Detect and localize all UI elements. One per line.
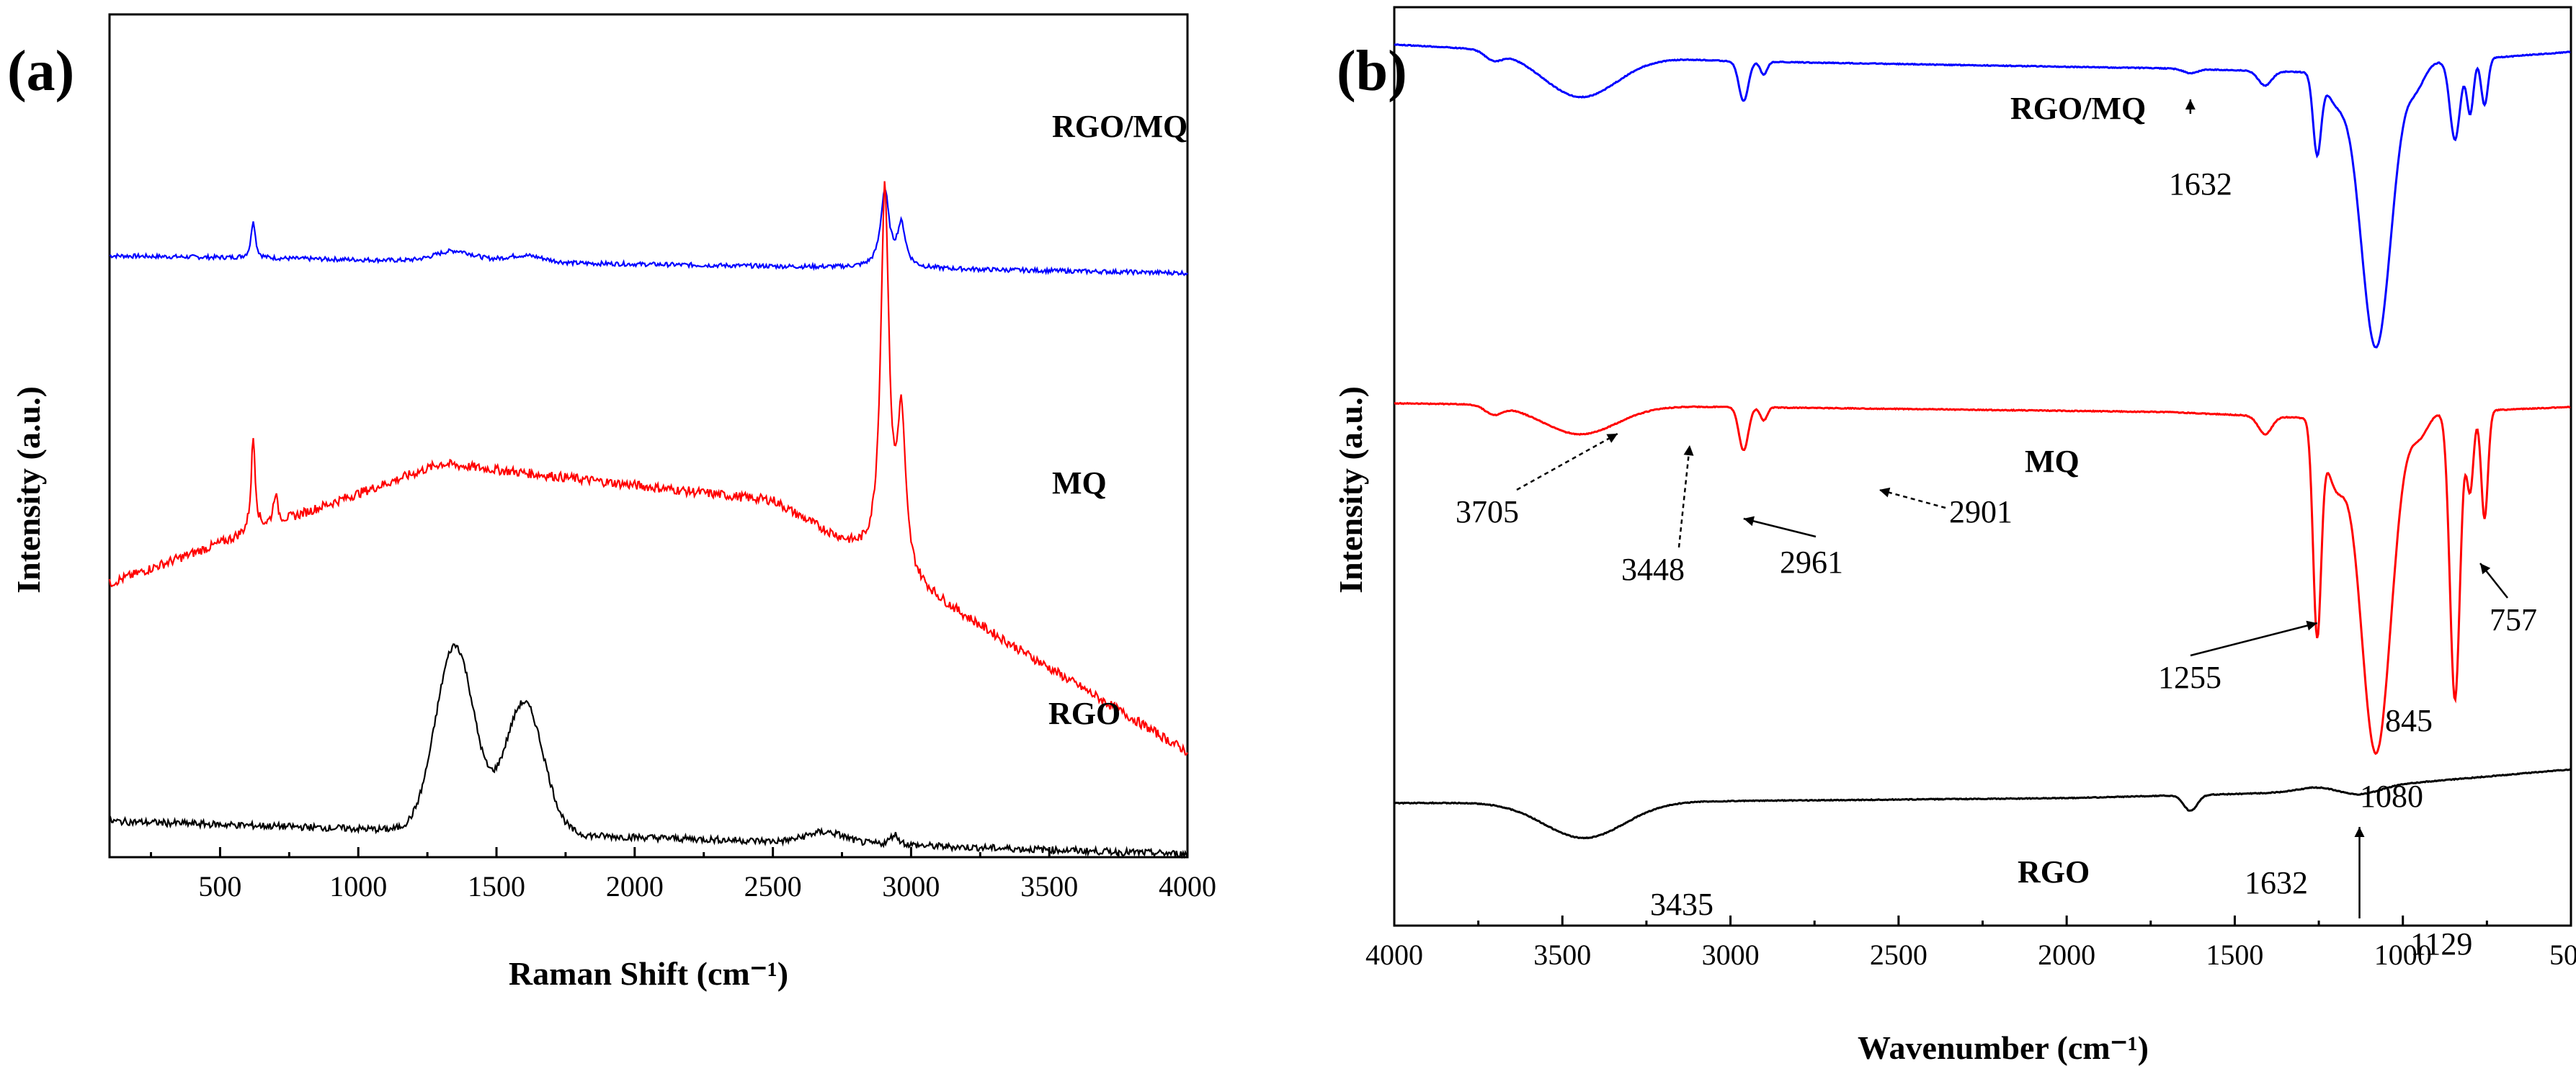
panel-a-x-tick-label: 2500 [744,870,802,903]
panel-b-peak-label: 845 [2385,703,2433,738]
panel-b-annotation-arrowhead [2354,827,2365,837]
panel-a-series-label: RGO [1048,696,1120,731]
panel-b-series-label: MQ [2025,444,2080,479]
panel-a-x-tick-label: 1500 [468,870,525,903]
panel-b-annotation-arrow [1878,488,1946,509]
panel-a-axes: 500 1000 1500 2000 2500 3000 3500 4000 [108,13,1216,903]
panel-a-series-line-rgo-mq [109,187,1188,277]
panel-b-annotation-arrowhead [1606,434,1618,443]
panel-b-peak-label: 2961 [1780,545,1843,580]
panel-a-x-tick-label: 3500 [1020,870,1078,903]
panel-b-x-tick-label: 4000 [1365,939,1423,971]
panel-b-series-label: RGO/MQ [2010,91,2146,126]
panel-b-x-tick-label: 2500 [1870,939,1927,971]
panel-b-label: (b) [1337,40,1407,103]
panel-b-annotation-arrow [1743,517,1817,538]
panel-a-label: (a) [7,40,74,103]
panel-b-axes: 4000 3500 3000 2500 2000 1500 1000 500 [1365,6,2576,971]
panel-a-x-tick-label: 4000 [1159,870,1216,903]
panel-b-x-tick-label: 500 [2549,939,2576,971]
panel-a-series-line-mq [108,181,1188,756]
panel-a-series [108,181,1188,859]
panel-b-series-line-rgo-mq [1394,43,2571,349]
panel-a-x-tick-label: 1000 [329,870,387,903]
panel-b-peak-label: 2901 [1949,494,2013,529]
panel-b-annotation-arrow [2190,622,2318,657]
panel-b-peak-label: 1080 [2360,779,2423,814]
panel-a-frame [108,13,1189,859]
panel-a-series-label: RGO/MQ [1052,109,1187,144]
panel-b-series [1394,43,2571,840]
panel-b-annotations: 1632 3705 3448 2961 2901 1255 1080 845 757 3435 16… [1456,99,2537,962]
panel-b-x-tick-label: 3000 [1702,939,1760,971]
panel-b-peak-label: 1129 [2410,926,2472,962]
panel-b-series-labels: RGO/MQ MQ RGO [2010,91,2146,890]
panel-a-x-axis-title: Raman Shift (cm⁻¹) [509,955,788,992]
panel-b-y-axis-title: Intensity (a.u.) [1332,386,1369,594]
panel-a-x-tick-label: 500 [198,870,241,903]
panel-b-annotation-arrow [1677,444,1691,548]
panel-b-peak-label: 757 [2490,602,2537,637]
panel-b-annotation-arrow [1516,432,1618,491]
panel-b-x-axis-title: Wavenumber (cm⁻¹) [1858,1029,2149,1066]
panel-b-x-tick-label: 3500 [1533,939,1591,971]
panel-a: (a) 500 1000 1500 2000 2500 3000 3500 4000 RGO/… [7,13,1216,992]
panel-b-annotation-arrowhead [1743,516,1755,527]
panel-b-x-tick-label: 2000 [2038,939,2095,971]
panel-b-annotation-arrowhead [1683,445,1694,456]
panel-b-x-tick-label: 1000 [2374,939,2432,971]
panel-a-x-tick-label: 3000 [882,870,940,903]
panel-b: (b) 4000 3500 3000 2500 2000 1500 1000 500 RGO/… [1332,6,2576,1066]
panel-b-peak-label: 3448 [1621,552,1685,587]
panel-b-series-label: RGO [2018,854,2090,890]
panel-b-annotation-arrowhead [2185,99,2196,109]
panel-a-series-line-rgo [109,643,1188,859]
panel-b-series-line-rgo [1394,768,2571,840]
panel-a-series-labels: RGO/MQ MQ RGO [1048,109,1187,731]
panel-b-series-line-mq [1394,401,2571,756]
panel-a-x-tick-label: 2000 [606,870,664,903]
panel-b-peak-label: 1632 [2169,166,2232,202]
panel-b-annotation-arrowhead [2480,563,2491,575]
panel-b-peak-label: 3435 [1650,887,1713,922]
panel-b-peak-label: 3705 [1456,494,1519,529]
panel-b-x-tick-label: 1500 [2206,939,2263,971]
panel-a-series-label: MQ [1052,465,1107,501]
panel-a-y-axis-title: Intensity (a.u.) [10,386,47,594]
panel-b-peak-label: 1255 [2158,660,2221,695]
panel-b-annotation-arrowhead [2306,620,2317,631]
panel-b-annotation-arrowhead [1879,487,1891,498]
panel-b-peak-label: 1632 [2245,865,2308,900]
